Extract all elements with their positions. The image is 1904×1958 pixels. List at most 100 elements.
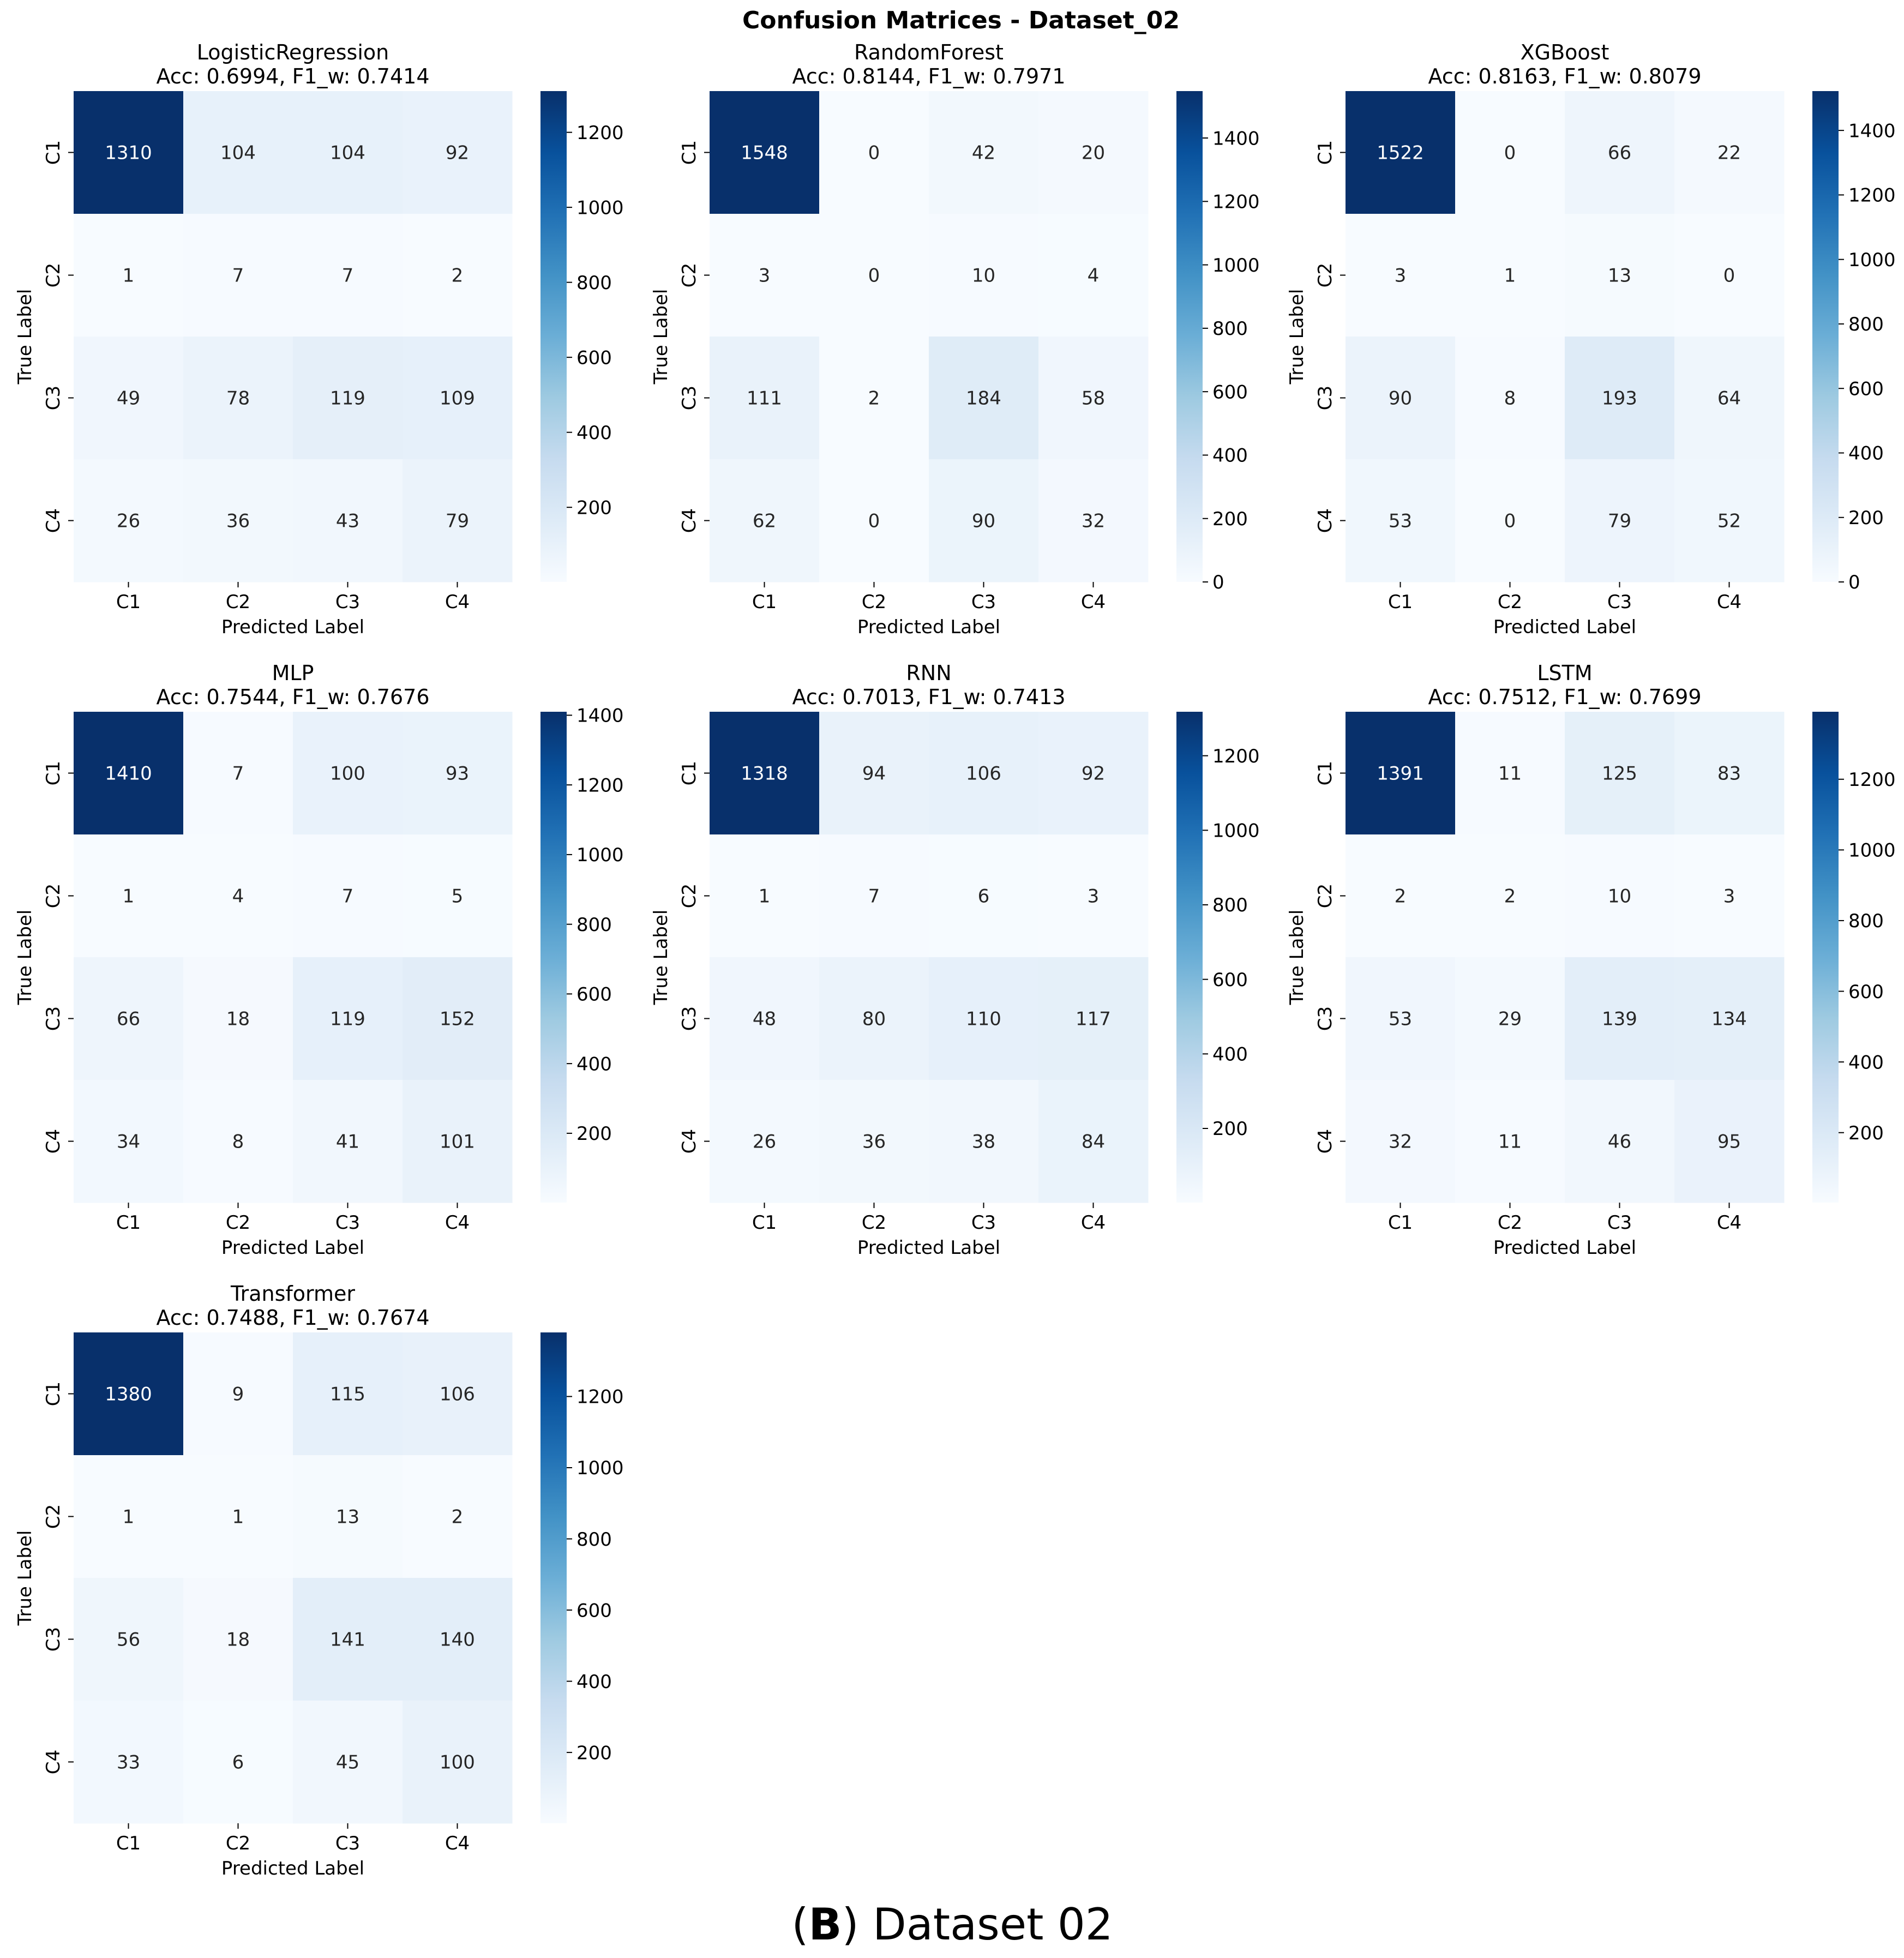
y-tick-label: C1	[678, 761, 700, 785]
x-tick-label: C1	[1388, 591, 1413, 613]
heatmap-cell	[293, 337, 403, 460]
y-tick-label: C1	[1314, 140, 1336, 165]
heatmap-cell	[1455, 91, 1565, 214]
x-tick-label: C4	[1717, 1212, 1741, 1234]
heatmap-cell	[293, 712, 403, 835]
panel-title: XGBoost	[1521, 40, 1609, 64]
heatmap-cell	[819, 957, 929, 1080]
heatmap-cell	[1346, 834, 1456, 958]
y-tick-label: C4	[43, 1750, 64, 1774]
heatmap-cell	[819, 1080, 929, 1203]
cell-value-label: 53	[1389, 510, 1412, 532]
heatmap-cell	[1565, 957, 1675, 1080]
heatmap-cell	[929, 1080, 1039, 1203]
heatmap-cell	[74, 1080, 184, 1203]
colorbar-tick-label: 600	[1212, 381, 1248, 403]
cell-value-label: 66	[1608, 142, 1631, 164]
x-tick-label: C1	[752, 591, 777, 613]
cell-value-label: 18	[226, 1629, 250, 1651]
colorbar	[540, 91, 567, 582]
colorbar-tick-label: 800	[1212, 318, 1248, 340]
x-tick-label: C3	[971, 1212, 996, 1234]
heatmap-cell	[293, 834, 403, 958]
x-axis-label: Predicted Label	[1493, 616, 1636, 638]
cell-value-label: 134	[1711, 1008, 1747, 1030]
cell-value-label: 119	[330, 1008, 365, 1030]
heatmap-cell	[1038, 337, 1149, 460]
x-tick-label: C3	[1607, 1212, 1632, 1234]
cell-value-label: 58	[1082, 388, 1105, 410]
cell-value-label: 5	[452, 886, 464, 908]
cell-value-label: 1410	[105, 763, 152, 785]
colorbar-tick-label: 0	[1848, 572, 1860, 593]
cell-value-label: 3	[1088, 886, 1100, 908]
cell-value-label: 104	[220, 142, 256, 164]
heatmap-cell	[929, 834, 1039, 958]
cell-value-label: 2	[1395, 886, 1407, 908]
heatmap-cell	[1674, 459, 1785, 582]
cell-value-label: 7	[342, 265, 354, 287]
heatmap-cell	[74, 459, 184, 582]
y-tick-label: C3	[1314, 1006, 1336, 1031]
x-tick-label: C4	[1081, 591, 1106, 613]
cell-value-label: 117	[1076, 1008, 1111, 1030]
colorbar-tick-label: 200	[1212, 1118, 1248, 1140]
heatmap-cell	[819, 91, 929, 214]
heatmap-cell	[929, 712, 1039, 835]
cell-value-label: 1	[123, 1506, 135, 1528]
figure-suptitle: Confusion Matrices - Dataset_02	[742, 7, 1180, 34]
heatmap-cell	[74, 214, 184, 337]
y-tick-label: C2	[678, 263, 700, 287]
x-tick-label: C2	[1498, 1212, 1522, 1234]
x-tick-label: C2	[226, 1212, 250, 1234]
colorbar-tick-label: 200	[576, 1123, 612, 1145]
heatmap-cell	[183, 1701, 293, 1824]
heatmap-cell	[710, 1080, 820, 1203]
x-tick-label: C4	[1081, 1212, 1106, 1234]
heatmap-cell	[293, 1455, 403, 1578]
colorbar-tick-label: 1000	[576, 844, 624, 866]
heatmap-cell	[403, 214, 513, 337]
x-tick-label: C2	[226, 1833, 250, 1854]
cell-value-label: 101	[440, 1131, 475, 1153]
cell-value-label: 26	[753, 1131, 776, 1153]
heatmap-cell	[1565, 834, 1675, 958]
colorbar-tick-label: 0	[1212, 572, 1224, 593]
cell-value-label: 106	[440, 1384, 475, 1406]
x-tick-label: C2	[1498, 591, 1522, 613]
heatmap-cell	[1346, 214, 1456, 337]
colorbar	[1176, 91, 1203, 582]
cell-value-label: 1310	[105, 142, 152, 164]
cell-value-label: 38	[972, 1131, 995, 1153]
y-tick-label: C3	[43, 1627, 64, 1651]
heatmap-cell	[1038, 957, 1149, 1080]
heatmap-cell	[1674, 957, 1785, 1080]
panel-subtitle: Acc: 0.7544, F1_w: 0.7676	[157, 685, 430, 709]
cell-value-label: 11	[1498, 1131, 1522, 1153]
heatmap-cell	[1674, 712, 1785, 835]
cell-value-label: 4	[1088, 265, 1100, 287]
colorbar-tick-label: 400	[1848, 1052, 1884, 1073]
colorbar-tick-label: 600	[576, 1600, 612, 1621]
heatmap-cell	[1674, 834, 1785, 958]
colorbar-tick-label: 1400	[1848, 120, 1896, 142]
heatmap-cell	[929, 957, 1039, 1080]
cell-value-label: 32	[1389, 1131, 1412, 1153]
heatmap-cell	[819, 459, 929, 582]
heatmap-cell	[1565, 214, 1675, 337]
cell-value-label: 53	[1389, 1008, 1412, 1030]
heatmap-cell	[819, 214, 929, 337]
y-tick-label: C4	[43, 1129, 64, 1154]
x-tick-label: C3	[1607, 591, 1632, 613]
heatmap-cell	[293, 957, 403, 1080]
x-tick-label: C1	[116, 591, 141, 613]
heatmap-cell	[929, 214, 1039, 337]
heatmap-cell	[1565, 459, 1675, 582]
heatmap-cell	[1455, 214, 1565, 337]
y-tick-label: C3	[678, 1006, 700, 1031]
colorbar-tick-label: 400	[1212, 445, 1248, 467]
